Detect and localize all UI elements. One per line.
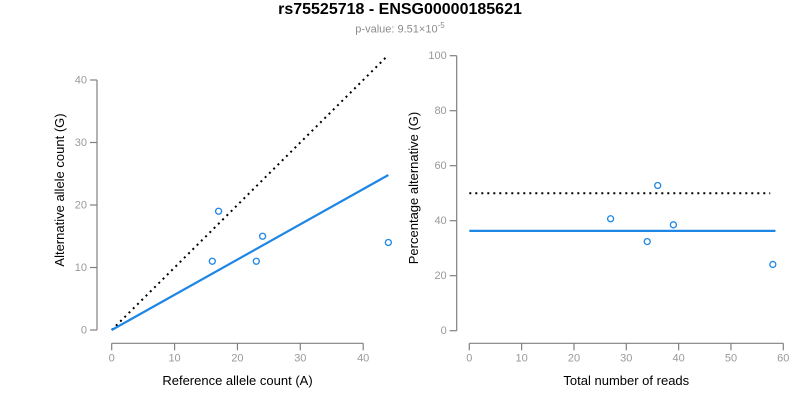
x-tick-label: 50 (725, 352, 737, 364)
data-point (643, 237, 651, 246)
x-tick-label: 0 (109, 352, 115, 364)
x-tick-label: 10 (516, 352, 528, 364)
identity-line (110, 55, 388, 331)
y-tick-label: 20 (75, 200, 87, 212)
data-point (606, 215, 615, 223)
y-axis-title: Percentage alternative (G) (406, 112, 421, 264)
data-point (384, 238, 393, 247)
x-tick-label: 40 (357, 352, 369, 364)
y-tick-label: 100 (428, 50, 446, 62)
x-axis-title: Reference allele count (A) (162, 373, 312, 388)
x-tick-label: 10 (168, 352, 180, 364)
y-tick-label: 0 (81, 325, 87, 337)
subtitle-text: p-value: 9.51×10 (355, 23, 438, 36)
data-point (208, 257, 216, 265)
y-tick-label: 10 (75, 262, 87, 274)
y-tick-label: 80 (434, 105, 446, 117)
y-tick-label: 30 (75, 137, 87, 149)
figure-header: rs75525718 - ENSG00000185621 p-value: 9.… (0, 1, 800, 37)
x-tick-label: 20 (568, 352, 580, 364)
plot-percentage-alternative: 0 20 40 60 80 100 0 10 20 30 40 50 60 Total number of… (406, 50, 789, 388)
figure-subtitle: p-value: 9.51×10-5 (0, 19, 800, 37)
plot-allele-counts: 0 10 20 30 40 0 10 20 30 40 Reference allele count… (52, 55, 393, 388)
data-point (252, 257, 260, 265)
y-tick-label: 40 (434, 215, 446, 227)
data-point (654, 181, 662, 190)
y-tick-label: 60 (434, 160, 446, 172)
data-point (669, 221, 678, 229)
regression-line (111, 174, 389, 331)
subtitle-exponent: -5 (437, 21, 445, 30)
y-tick-label: 20 (434, 270, 446, 282)
y-tick-label: 40 (75, 75, 87, 87)
x-tick-label: 0 (466, 352, 472, 364)
x-tick-label: 60 (777, 352, 789, 364)
x-tick-label: 20 (231, 352, 243, 364)
x-tick-label: 30 (620, 352, 632, 364)
x-tick-label: 40 (673, 352, 685, 364)
data-point (258, 232, 267, 240)
data-point (214, 207, 223, 215)
x-tick-label: 30 (294, 352, 306, 364)
data-point (769, 260, 777, 269)
figure-title: rs75525718 - ENSG00000185621 (278, 1, 522, 18)
x-axis-title: Total number of reads (563, 373, 689, 388)
y-axis-title: Alternative allele count (G) (52, 113, 67, 266)
y-tick-label: 0 (441, 325, 447, 337)
